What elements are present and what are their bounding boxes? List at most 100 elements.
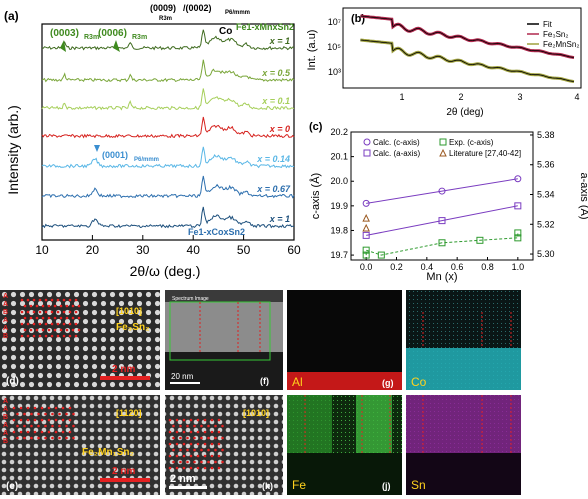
overlay-dot: [44, 310, 48, 314]
annot-0002: /(0002): [183, 3, 212, 13]
overlay-dot: [20, 322, 24, 326]
overlay-dot: [172, 448, 175, 452]
legend-exp-marker: [439, 138, 447, 146]
exp-c-point: [362, 246, 370, 254]
panel-b-ytick-1: 10⁷: [328, 17, 341, 27]
series-label-1: x = 1: [269, 36, 290, 46]
exp-c-point: [514, 229, 522, 237]
overlay-dot: [44, 424, 47, 428]
overlay-dot: [58, 436, 61, 440]
overlay-dot: [47, 316, 51, 320]
xrd-trace-3: [41, 88, 295, 111]
panel-b-xtick-3: 3: [517, 92, 522, 102]
c-left-tick-label: 19.9: [330, 201, 348, 211]
overlay-dot: [50, 334, 54, 338]
overlay-dot: [193, 448, 196, 452]
annot-0002-sub: P6/mmm: [225, 10, 250, 16]
overlay-dot: [77, 328, 81, 332]
overlay-dot: [207, 448, 210, 452]
overlay-dot: [72, 412, 75, 416]
annot-0009-sub: R3m: [159, 16, 172, 22]
overlay-dot: [203, 442, 207, 446]
overlay-dot: [182, 430, 186, 434]
overlay-dot: [29, 316, 33, 320]
g-element: Al: [292, 375, 303, 389]
stacking-letter: B: [3, 309, 8, 316]
legend-fe3sn2: Fe₃Sn₂: [543, 30, 568, 39]
co-layer-signal: [406, 348, 521, 390]
overlay-dot: [16, 436, 19, 440]
overlay-dot: [65, 328, 69, 332]
overlay-dot: [172, 460, 175, 464]
legend-calc-a-marker: [363, 149, 371, 157]
c-right-tick-label: 5.30: [537, 249, 555, 259]
panel-c-left-ticks: 20.2 20.1 20.0 19.9 19.8 19.7: [330, 127, 354, 260]
stacking-letter: A: [3, 293, 8, 300]
panel-a-label: (a): [4, 9, 19, 23]
overlay-dot: [189, 430, 193, 434]
d-zone-axis: [1010]: [116, 306, 142, 316]
overlay-dot: [179, 436, 182, 440]
overlay-dot: [20, 334, 24, 338]
overlay-dot: [33, 430, 37, 434]
overlay-dot: [186, 460, 189, 464]
overlay-dot: [30, 412, 33, 416]
overlay-dot: [26, 406, 30, 410]
panel-a-xticks: 10 20 30 40 50 60: [35, 235, 301, 257]
fe-substrate: [287, 453, 402, 495]
series-label-3: x = 0.1: [261, 96, 290, 106]
overlay-dot: [193, 424, 196, 428]
overlay-dot: [168, 442, 172, 446]
panel-c-marks: [362, 175, 522, 259]
e-label: (e): [6, 481, 18, 492]
overlay-dot: [203, 430, 207, 434]
overlay-dot: [61, 430, 65, 434]
overlay-dot: [77, 304, 81, 308]
series-label-4: x = 0: [269, 124, 290, 134]
exp-c-point: [514, 234, 522, 242]
overlay-dot: [189, 442, 193, 446]
j-label: (j): [382, 481, 391, 491]
overlay-dot: [38, 310, 42, 314]
overlay-dot: [175, 430, 179, 434]
overlay-dot: [19, 406, 23, 410]
overlay-dot: [47, 304, 51, 308]
overlay-dot: [30, 424, 33, 428]
sn-substrate: [406, 453, 521, 495]
overlay-dot: [71, 304, 75, 308]
overlay-dot: [168, 430, 172, 434]
overlay-dot: [62, 322, 66, 326]
red-dot-overlay-d: [20, 298, 81, 338]
stacking-letter: B: [3, 333, 8, 340]
stacking-letter: B: [3, 414, 8, 421]
panel-b-frame: [342, 7, 582, 89]
overlay-dot: [37, 424, 40, 428]
al-substrate-signal: [287, 372, 402, 390]
overlay-dot: [26, 310, 30, 314]
overlay-dot: [53, 328, 57, 332]
e-scale-label: 2 nm: [112, 466, 135, 477]
overlay-dot: [38, 322, 42, 326]
overlay-dot: [207, 436, 210, 440]
overlay-dot: [54, 406, 58, 410]
c-x-tick-label: 0.0: [360, 262, 373, 272]
legend-lit: Literature [27,40-42]: [449, 149, 521, 158]
overlay-dot: [186, 424, 189, 428]
overlay-dot: [65, 436, 68, 440]
overlay-dot: [47, 418, 51, 422]
xrd-trace-1: [41, 29, 295, 51]
panel-b-ytick-2: 10⁵: [327, 42, 341, 52]
overlay-dot: [23, 436, 26, 440]
overlay-dot: [207, 424, 210, 428]
overlay-dot: [26, 430, 30, 434]
calc-a-point: [362, 231, 370, 239]
overlay-dot: [196, 454, 200, 458]
panel-c-ylabel-right: a-axis (Å): [578, 172, 588, 219]
panel-b-xtick-2: 2: [458, 92, 463, 102]
arrow-0003: [60, 40, 66, 52]
overlay-dot: [179, 448, 182, 452]
panel-a-xlabel: 2θ/ω (deg.): [130, 263, 201, 279]
panel-b-xtick-1: 1: [399, 92, 404, 102]
overlay-dot: [186, 436, 189, 440]
